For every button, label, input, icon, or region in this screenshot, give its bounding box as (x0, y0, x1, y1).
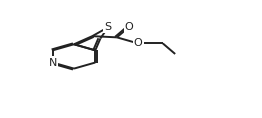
Text: S: S (105, 22, 112, 32)
Text: O: O (134, 38, 143, 48)
Text: N: N (48, 57, 57, 67)
Text: O: O (125, 22, 134, 32)
